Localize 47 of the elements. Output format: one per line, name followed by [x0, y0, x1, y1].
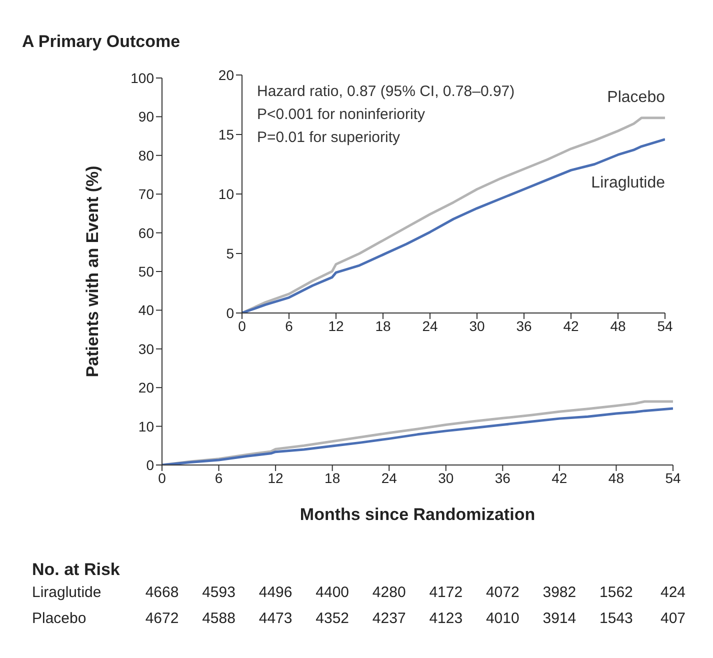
y-tick-label: 50	[138, 263, 154, 280]
x-tick-label: 30	[438, 470, 454, 486]
x-tick-label: 36	[494, 470, 511, 486]
y-tick-label: 90	[138, 108, 154, 125]
x-tick-label: 0	[238, 318, 246, 334]
x-tick-label: 48	[608, 470, 624, 486]
y-tick-label: 60	[138, 224, 154, 241]
x-tick-label: 42	[563, 318, 579, 334]
y-axis-title: Patients with an Event (%)	[83, 166, 102, 378]
y-tick-label: 20	[218, 66, 234, 83]
x-tick-label: 0	[158, 470, 166, 486]
text: Liraglutide 4668 4593 4496 4400 4280 4172 4072 3982 1562 424	[32, 584, 686, 601]
x-tick-label: 54	[657, 318, 673, 334]
series-label: Liraglutide	[591, 174, 666, 192]
y-tick-label: 0	[226, 304, 234, 321]
x-tick-label: 12	[328, 318, 344, 334]
y-tick-label: 10	[138, 418, 154, 434]
x-tick-label: 42	[552, 470, 568, 486]
chart-title: A Primary Outcome	[22, 32, 180, 52]
annotation: Hazard ratio, 0.87 (95% CI, 0.78–0.97)	[257, 82, 515, 102]
y-tick-label: 40	[138, 302, 154, 318]
x-tick-label: 12	[268, 470, 284, 486]
y-tick-label: 100	[130, 70, 154, 86]
y-tick-label: 20	[138, 380, 154, 396]
x-tick-label: 24	[381, 470, 398, 486]
text: No. at Risk	[32, 560, 120, 580]
annotation: P=0.01 for superiority	[257, 128, 401, 148]
y-tick-label: 10	[218, 186, 234, 202]
x-tick-label: 48	[610, 318, 626, 334]
y-tick-label: 5	[226, 245, 234, 262]
y-tick-label: 70	[138, 186, 154, 202]
y-tick-label: 80	[138, 147, 154, 164]
x-tick-label: 36	[516, 318, 532, 334]
x-tick-label: 54	[665, 470, 681, 486]
x-tick-label: 18	[375, 318, 391, 334]
x-tick-label: 6	[285, 318, 294, 334]
x-tick-label: 18	[324, 470, 340, 486]
y-tick-label: 30	[138, 340, 154, 357]
x-axis-title: Months since Randomization	[300, 505, 536, 524]
x-tick-label: 6	[214, 470, 223, 486]
annotation: P<0.001 for noninferiority	[257, 105, 426, 125]
x-tick-label: 30	[469, 318, 485, 334]
series-label: Placebo	[607, 88, 666, 106]
x-tick-label: 24	[422, 318, 438, 334]
y-tick-label: 0	[146, 456, 154, 473]
y-tick-label: 15	[218, 126, 234, 142]
text: Placebo 4672 4588 4473 4352 4237 4123 4010 3914 1543 407	[32, 610, 686, 627]
